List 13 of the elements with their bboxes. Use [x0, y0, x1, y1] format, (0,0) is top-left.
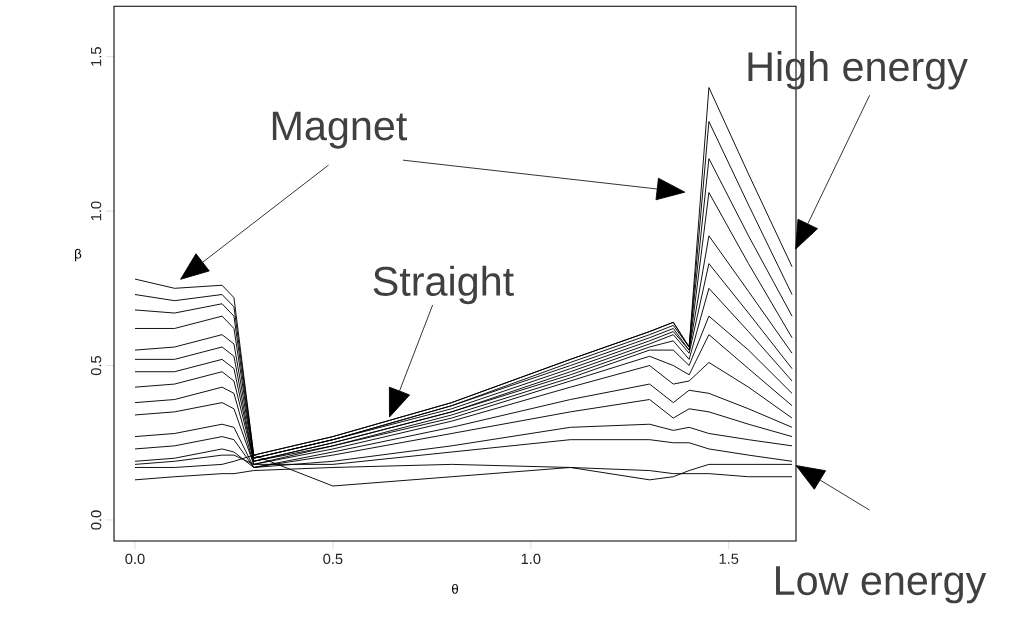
y-tick-label: 1.0	[90, 201, 102, 221]
text: Low energy	[776, 566, 987, 604]
x-axis-title: θ	[451, 583, 459, 594]
y-axis-title: β	[75, 248, 82, 262]
y-tick-label: 0.5	[90, 355, 102, 376]
annotation: Magnet	[272, 111, 408, 149]
y-tick-label: 0.0	[90, 510, 102, 530]
x-tick-label: 1.0	[521, 553, 541, 565]
x-tick-label: 0.5	[323, 553, 343, 565]
y-tick-label: 1.5	[91, 47, 102, 66]
x-tick-label: 0.0	[125, 553, 145, 565]
annotation: Straight	[373, 265, 514, 305]
x-tick-label: 1.5	[719, 553, 739, 564]
